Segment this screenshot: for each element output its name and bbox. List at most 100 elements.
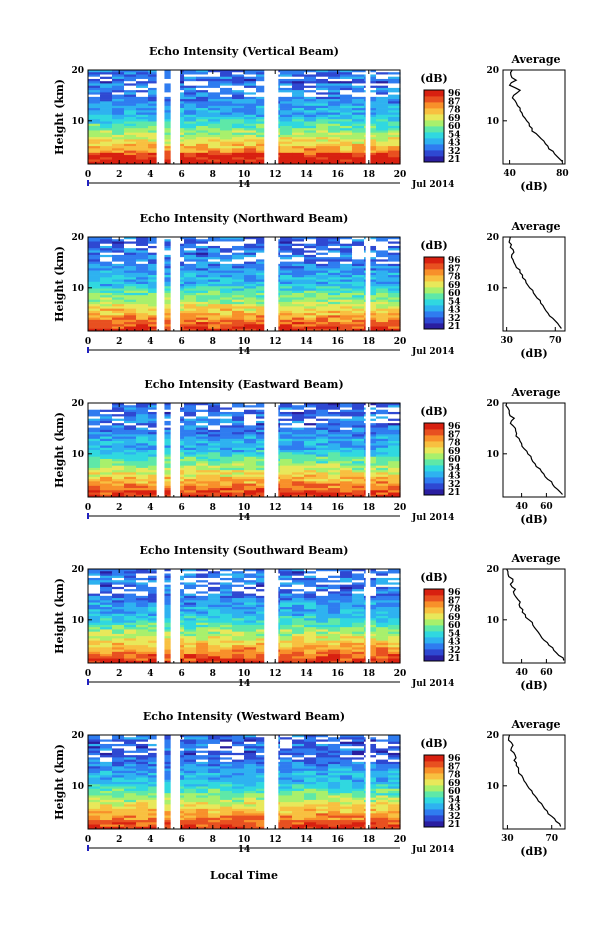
heatmap-cell [220, 627, 233, 630]
heatmap-cell [112, 437, 125, 440]
heatmap-cell [376, 86, 389, 89]
heatmap-cell [244, 262, 257, 265]
heatmap-cell [352, 452, 365, 455]
heatmap-cell [196, 587, 209, 590]
heatmap-cell [292, 652, 305, 655]
heatmap-cell [280, 119, 293, 122]
heatmap-cell [244, 277, 257, 280]
heatmap-cell [232, 264, 245, 267]
heatmap-cell [340, 477, 353, 480]
heatmap-cell [112, 137, 125, 140]
heatmap-cell [388, 311, 401, 314]
echo-heatmap [88, 237, 401, 331]
heatmap-cell [232, 488, 245, 491]
heatmap-cell [280, 255, 293, 258]
heatmap-cell [376, 448, 389, 451]
heatmap-cell [208, 463, 221, 466]
heatmap-cell [352, 277, 365, 280]
heatmap-cell [136, 459, 149, 462]
x-tick-label: 6 [178, 669, 184, 679]
heatmap-cell [352, 446, 365, 449]
heatmap-cell [196, 286, 209, 289]
heatmap-cell [112, 650, 125, 653]
heatmap-cell [136, 259, 149, 262]
heatmap-cell [280, 470, 293, 473]
heatmap-cell [304, 291, 317, 294]
heatmap-cell [88, 133, 101, 136]
heatmap-cell [112, 106, 125, 109]
heatmap-cell [184, 443, 197, 446]
heatmap-cell [184, 320, 197, 323]
heatmap-cell [244, 638, 257, 641]
heatmap-cell [208, 148, 221, 151]
heatmap-cell [352, 737, 365, 740]
heatmap-cell [88, 439, 101, 442]
heatmap-cell [340, 414, 353, 417]
heatmap-cell [136, 446, 149, 449]
heatmap-cell [376, 598, 389, 601]
heatmap-cell [112, 266, 125, 269]
heatmap-cell [100, 607, 113, 610]
heatmap-cell [328, 139, 341, 142]
heatmap-cell [376, 160, 389, 163]
heatmap-cell [220, 157, 233, 160]
heatmap-cell [112, 148, 125, 151]
heatmap-cell [232, 155, 245, 158]
heatmap-cell [352, 609, 365, 612]
heatmap-cell [388, 97, 401, 100]
heatmap-cell [112, 414, 125, 417]
heatmap-cell [232, 430, 245, 433]
average-x-tick-label: 40 [515, 668, 528, 678]
heatmap-cell [328, 421, 341, 424]
heatmap-cell [352, 92, 365, 95]
heatmap-cell [244, 629, 257, 632]
heatmap-cell [136, 257, 149, 260]
heatmap-cell [232, 97, 245, 100]
heatmap-cell [208, 629, 221, 632]
heatmap-cell [244, 412, 257, 415]
heatmap-cell [328, 291, 341, 294]
heatmap-cell [184, 446, 197, 449]
heatmap-cell [376, 625, 389, 628]
heatmap-cell [220, 311, 233, 314]
heatmap-cell [88, 571, 101, 574]
heatmap-cell [100, 479, 113, 482]
heatmap-cell [124, 119, 137, 122]
heatmap-cell [196, 90, 209, 93]
x-tick-label: 6 [178, 337, 184, 347]
heatmap-cell [280, 421, 293, 424]
heatmap-cell [220, 587, 233, 590]
heatmap-cell [208, 250, 221, 253]
heatmap-cell [244, 288, 257, 291]
heatmap-cell [376, 99, 389, 102]
heatmap-cell [340, 461, 353, 464]
heatmap-cell [208, 108, 221, 111]
heatmap-cell [340, 257, 353, 260]
heatmap-cell [340, 95, 353, 98]
heatmap-cell [304, 638, 317, 641]
heatmap-cell [208, 77, 221, 80]
heatmap-cell [388, 463, 401, 466]
heatmap-cell [376, 638, 389, 641]
heatmap-cell [208, 275, 221, 278]
heatmap-cell [244, 742, 257, 745]
heatmap-cell [88, 463, 101, 466]
heatmap-cell [232, 322, 245, 325]
heatmap-cell [244, 450, 257, 453]
heatmap-cell [88, 457, 101, 460]
heatmap-cell [244, 309, 257, 312]
heatmap-cell [220, 407, 233, 410]
heatmap-cell [328, 479, 341, 482]
heatmap-cell [352, 459, 365, 462]
heatmap-cell [124, 614, 137, 617]
heatmap-cell [388, 86, 401, 89]
heatmap-cell [304, 92, 317, 95]
heatmap-cell [208, 239, 221, 242]
heatmap-cell [340, 74, 353, 77]
heatmap-cell [136, 616, 149, 619]
heatmap-cell [208, 430, 221, 433]
heatmap-cell [244, 620, 257, 623]
heatmap-cell [328, 573, 341, 576]
heatmap-cell [220, 268, 233, 271]
